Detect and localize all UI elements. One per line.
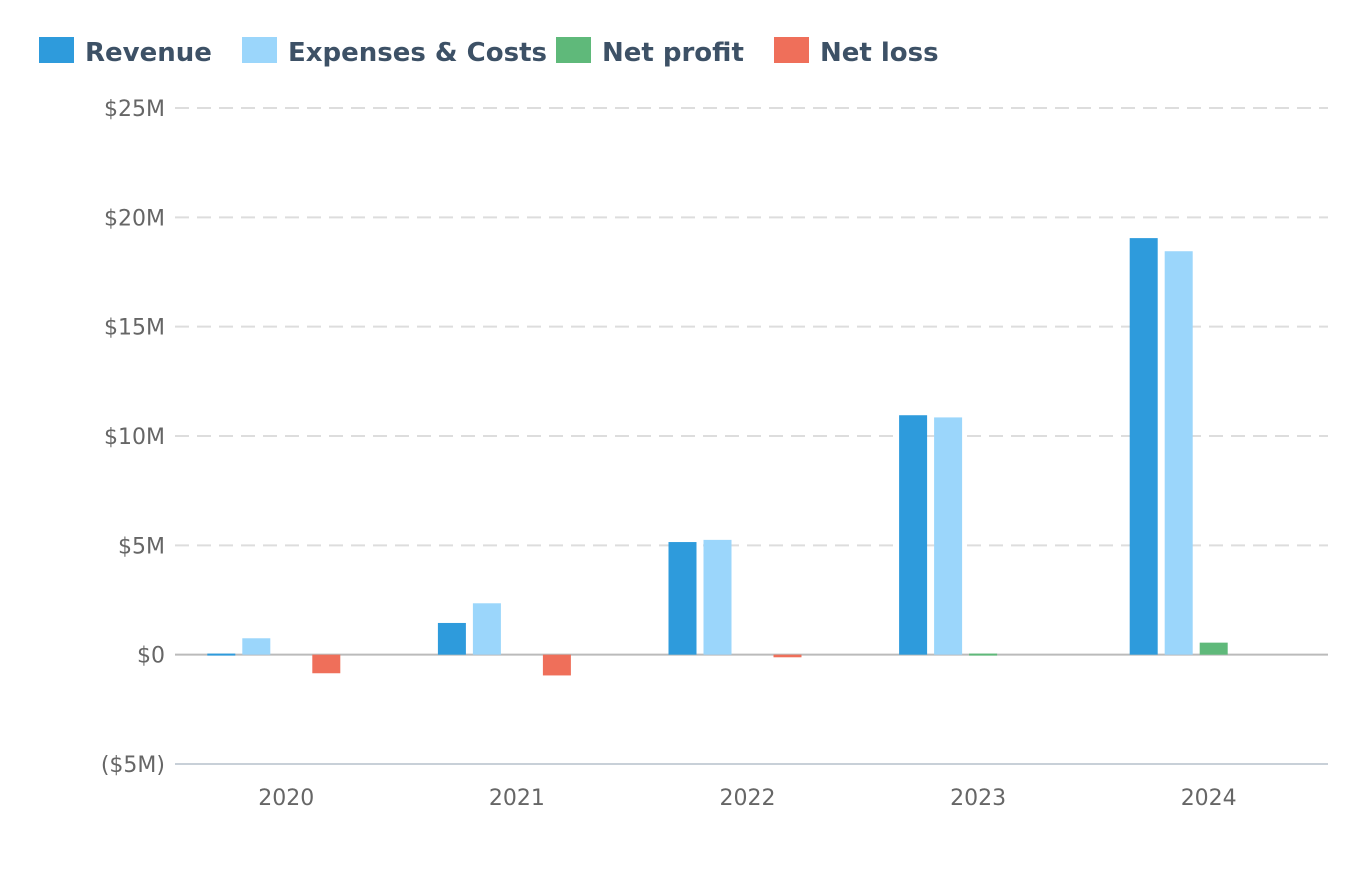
legend: Revenue Expenses & Costs Net profit Net los… xyxy=(39,37,939,68)
bar-revenue-2022 xyxy=(668,542,697,655)
y-tick-label: $10M xyxy=(104,425,165,450)
legend-label-net-loss: Net loss xyxy=(820,38,939,68)
legend-swatch-net-profit xyxy=(556,37,591,63)
bar-revenue-2020 xyxy=(207,653,236,656)
bar-revenue-2024 xyxy=(1129,238,1158,655)
y-tick-label: $5M xyxy=(118,534,165,559)
legend-swatch-revenue xyxy=(39,37,74,63)
bars xyxy=(207,238,1228,676)
bar-revenue-2023 xyxy=(899,415,928,655)
bar-revenue-2021 xyxy=(437,622,466,655)
bar-net-profit-2024 xyxy=(1199,642,1228,655)
bar-expenses-and-costs-2024 xyxy=(1164,251,1193,655)
bar-net-loss-2020 xyxy=(312,654,341,674)
legend-label-revenue: Revenue xyxy=(85,38,212,68)
legend-label-net-profit: Net profit xyxy=(602,38,744,68)
bar-expenses-and-costs-2020 xyxy=(242,638,271,655)
bar-net-profit-2023 xyxy=(969,653,998,656)
bar-expenses-and-costs-2021 xyxy=(472,603,501,655)
x-tick-label: 2022 xyxy=(720,786,776,811)
legend-swatch-expenses-and-costs xyxy=(242,37,277,63)
x-tick-label: 2020 xyxy=(258,786,314,811)
legend-label-expenses-and-costs: Expenses & Costs xyxy=(288,38,547,68)
x-axis: 2020 2021 2022 2023 2024 xyxy=(258,786,1236,811)
bar-net-loss-2021 xyxy=(542,654,571,676)
x-tick-label: 2023 xyxy=(950,786,1006,811)
y-tick-label: ($5M) xyxy=(101,753,165,778)
bar-expenses-and-costs-2023 xyxy=(934,417,963,655)
y-tick-label: $15M xyxy=(104,316,165,341)
legend-swatch-net-loss xyxy=(774,37,809,63)
bar-expenses-and-costs-2022 xyxy=(703,539,732,655)
y-tick-label: $25M xyxy=(104,97,165,122)
y-axis: $25M $20M $15M $10M $5M $0 ($5M) xyxy=(101,97,165,778)
x-tick-label: 2021 xyxy=(489,786,545,811)
y-tick-label: $20M xyxy=(104,206,165,231)
y-tick-label: $0 xyxy=(137,644,165,669)
x-tick-label: 2024 xyxy=(1181,786,1237,811)
bar-net-loss-2022 xyxy=(773,654,802,658)
